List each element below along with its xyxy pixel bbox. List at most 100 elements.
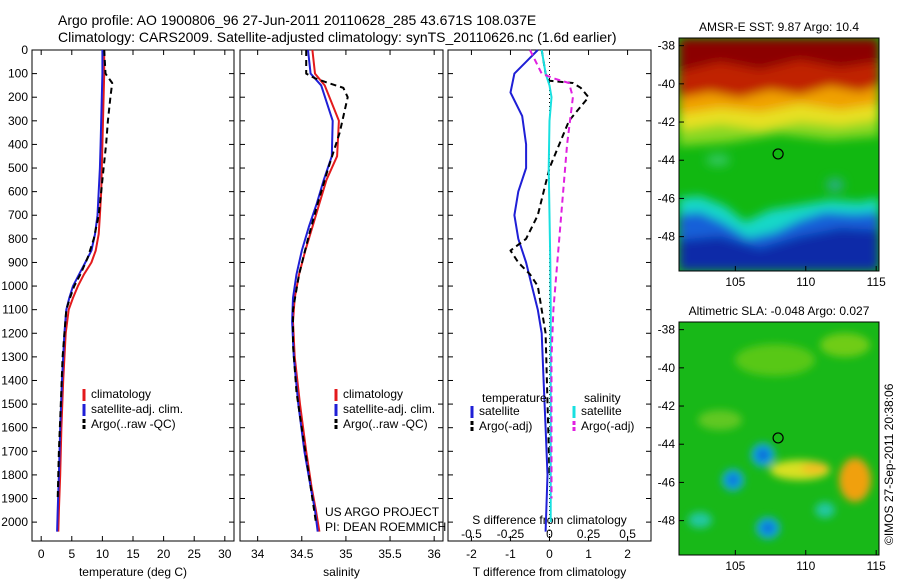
salinity-diff-tick-label: -0.5 bbox=[461, 527, 482, 541]
credit-label: ©IMOS 27-Sep-2011 20:38:06 bbox=[882, 383, 896, 545]
map-ytick-label: -42 bbox=[658, 115, 676, 129]
depth-tick-label: 1600 bbox=[1, 421, 28, 435]
depth-tick-label: 100 bbox=[8, 67, 28, 81]
difference-series-argo-adj bbox=[509, 49, 590, 475]
salinity-diff-tick-label: 0 bbox=[546, 527, 553, 541]
temperature-xtick-label: 5 bbox=[68, 547, 75, 561]
map-ytick-label: -48 bbox=[658, 230, 676, 244]
difference-xtick-label: -1 bbox=[505, 547, 516, 561]
argo-location-marker bbox=[772, 148, 784, 160]
chart-layer: 0 5 10 15 20 25 300100200300400500600700800900… bbox=[1, 20, 886, 579]
temperature-xtick-label: 30 bbox=[218, 547, 232, 561]
map-ytick-label: -48 bbox=[658, 514, 676, 528]
temperature-xtick-label: 25 bbox=[188, 547, 202, 561]
sst-map-frame bbox=[678, 37, 880, 272]
map-xtick-label: 115 bbox=[867, 559, 886, 573]
depth-tick-label: 1400 bbox=[1, 373, 28, 387]
depth-tick-label: 1900 bbox=[1, 492, 28, 506]
map-ytick-label: -46 bbox=[658, 475, 676, 489]
salinity-xlabel: salinity bbox=[323, 565, 360, 579]
sla-map-axes: Altimetric SLA: -0.048 Argo: 0.027 105 110… bbox=[658, 304, 886, 573]
map-ytick-label: -38 bbox=[658, 39, 676, 53]
temperature-legend-label: climatology bbox=[91, 387, 151, 401]
sst-map-axes: AMSR-E SST: 9.87 Argo: 10.4 105 110 115 -38 -… bbox=[658, 20, 886, 289]
map-ytick-label: -38 bbox=[658, 323, 676, 337]
map-xtick-label: 115 bbox=[867, 275, 886, 289]
salinity-diff-tick-label: -0.25 bbox=[497, 527, 525, 541]
salinity-legend-label: climatology bbox=[343, 387, 403, 401]
sst-map-image bbox=[679, 38, 879, 271]
salinity-diff-axis-label: S difference from climatology bbox=[472, 513, 627, 527]
argo-location-marker bbox=[772, 432, 784, 444]
depth-tick-label: 500 bbox=[8, 161, 28, 175]
temperature-xlabel: temperature (deg C) bbox=[79, 565, 187, 579]
depth-tick-label: 600 bbox=[8, 185, 28, 199]
figure-title-line2: Climatology: CARS2009. Satellite-adjuste… bbox=[58, 29, 616, 45]
diff-legend-title: salinity bbox=[584, 391, 621, 405]
difference-xtick-label: 0 bbox=[546, 547, 553, 561]
depth-tick-label: 1300 bbox=[1, 350, 28, 364]
salinity-series-argo-raw-qc bbox=[292, 50, 349, 523]
pi-label: PI: DEAN ROEMMICH bbox=[325, 520, 446, 534]
salinity-diff-tick-label: 0.5 bbox=[619, 527, 636, 541]
map-xtick-label: 105 bbox=[725, 275, 745, 289]
depth-tick-label: 300 bbox=[8, 114, 28, 128]
depth-tick-label: 800 bbox=[8, 232, 28, 246]
salinity-series-satellite-adj-clim bbox=[291, 49, 334, 532]
temperature-xtick-label: 20 bbox=[157, 547, 171, 561]
salinity-xtick-label: 36 bbox=[427, 547, 441, 561]
map-xtick-label: 110 bbox=[796, 275, 815, 289]
salinity-legend-label: satellite-adj. clim. bbox=[343, 402, 435, 416]
sst-map-title: AMSR-E SST: 9.87 Argo: 10.4 bbox=[699, 20, 859, 34]
depth-tick-label: 1200 bbox=[1, 326, 28, 340]
salinity-xtick-label: 34 bbox=[251, 547, 265, 561]
map-ytick-label: -44 bbox=[658, 437, 676, 451]
project-label: US ARGO PROJECT bbox=[325, 505, 440, 519]
temperature-series-climatology bbox=[57, 50, 106, 532]
diff-legend-label: satellite bbox=[479, 404, 520, 418]
depth-tick-label: 400 bbox=[8, 137, 28, 151]
diff-legend-label: Argo(-adj) bbox=[479, 419, 532, 433]
temperature-legend-label: Argo(..raw -QC) bbox=[91, 417, 176, 431]
depth-tick-label: 1500 bbox=[1, 397, 28, 411]
difference-series-argo-adj bbox=[529, 49, 574, 499]
sla-map-title: Altimetric SLA: -0.048 Argo: 0.027 bbox=[689, 304, 870, 318]
map-xtick-label: 105 bbox=[725, 559, 745, 573]
difference-series-satellite bbox=[509, 49, 549, 532]
salinity-xtick-label: 34.5 bbox=[290, 547, 314, 561]
depth-tick-label: 1000 bbox=[1, 279, 28, 293]
depth-tick-label: 1800 bbox=[1, 468, 28, 482]
map-ytick-label: -46 bbox=[658, 191, 676, 205]
temperature-xtick-label: 0 bbox=[38, 547, 45, 561]
depth-tick-label: 200 bbox=[8, 90, 28, 104]
salinity-panel: 34 34.5 35 35.5 36 salinity climatologysatelli… bbox=[239, 49, 444, 579]
difference-panel: -2 -1 0 1 2 T difference from climatology S di… bbox=[447, 49, 652, 579]
difference-xtick-label: 2 bbox=[624, 547, 631, 561]
salinity-xtick-label: 35 bbox=[339, 547, 353, 561]
salinity-legend-label: Argo(..raw -QC) bbox=[343, 417, 428, 431]
diff-legend-title: temperature bbox=[482, 391, 547, 405]
temperature-series-argo-raw-qc bbox=[56, 49, 114, 499]
map-ytick-label: -40 bbox=[658, 361, 676, 375]
difference-xtick-label: 1 bbox=[585, 547, 592, 561]
map-xtick-label: 110 bbox=[796, 559, 815, 573]
temperature-xtick-label: 10 bbox=[96, 547, 110, 561]
sla-map-image bbox=[679, 322, 879, 555]
depth-tick-label: 0 bbox=[21, 43, 28, 57]
depth-tick-label: 1700 bbox=[1, 444, 28, 458]
temperature-frame bbox=[31, 49, 235, 542]
sla-map-frame bbox=[678, 321, 880, 556]
map-ytick-label: -44 bbox=[658, 153, 676, 167]
depth-tick-label: 900 bbox=[8, 255, 28, 269]
figure-title-line1: Argo profile: AO 1900806_96 27-Jun-2011 … bbox=[58, 12, 536, 28]
depth-tick-label: 2000 bbox=[1, 515, 28, 529]
difference-xtick-label: -2 bbox=[466, 547, 477, 561]
temperature-panel: 0 5 10 15 20 25 300100200300400500600700800900… bbox=[1, 43, 235, 579]
diff-legend-label: Argo(-adj) bbox=[581, 419, 634, 433]
temperature-legend-label: satellite-adj. clim. bbox=[91, 402, 183, 416]
temperature-series-satellite-adj-clim bbox=[56, 50, 104, 532]
map-ytick-label: -42 bbox=[658, 399, 676, 413]
salinity-frame bbox=[239, 49, 444, 542]
temperature-xtick-label: 15 bbox=[126, 547, 140, 561]
diff-legend-label: satellite bbox=[581, 404, 622, 418]
